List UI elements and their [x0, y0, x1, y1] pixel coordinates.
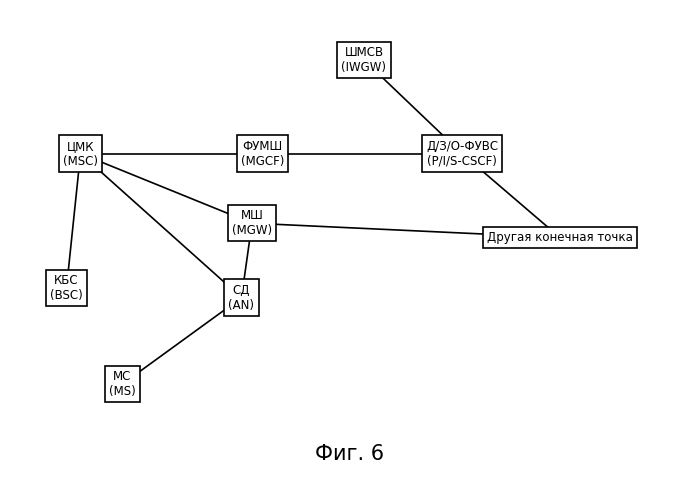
Text: СД
(AN): СД (AN): [228, 284, 255, 312]
Text: ШМСВ
(IWGW): ШМСВ (IWGW): [342, 46, 386, 74]
Text: Д/З/О-ФУВС
(P/I/S-CSCF): Д/З/О-ФУВС (P/I/S-CSCF): [426, 140, 498, 168]
Text: Другая конечная точка: Другая конечная точка: [487, 231, 633, 244]
Text: МС
(MS): МС (MS): [109, 370, 136, 398]
Text: Фиг. 6: Фиг. 6: [316, 444, 384, 464]
Text: ФУМШ
(MGCF): ФУМШ (MGCF): [241, 140, 284, 168]
Text: ЦМК
(MSC): ЦМК (MSC): [63, 140, 98, 168]
Text: МШ
(MGW): МШ (MGW): [232, 209, 272, 237]
Text: КБС
(BSC): КБС (BSC): [50, 274, 83, 302]
